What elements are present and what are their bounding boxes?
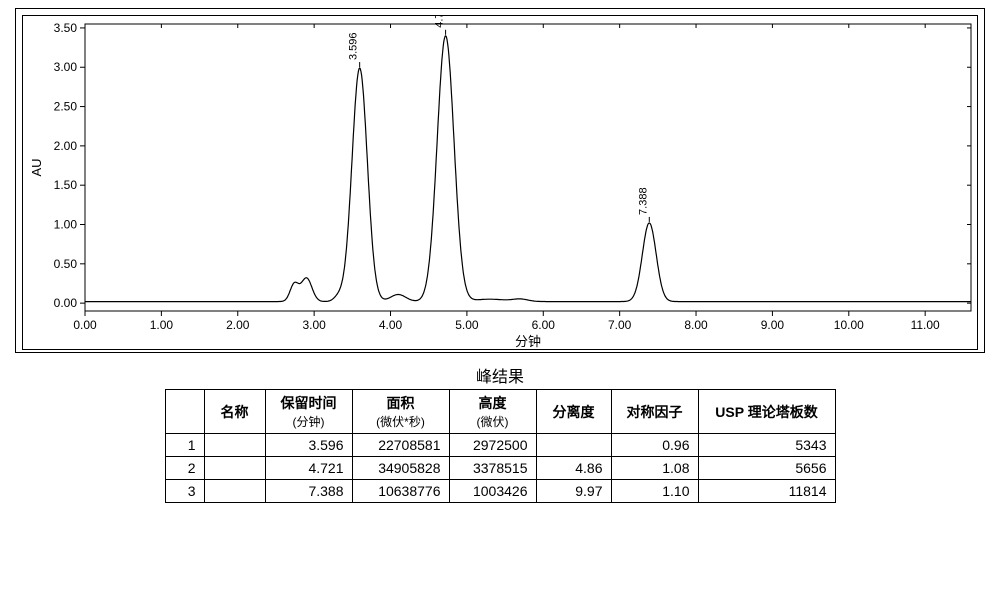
svg-text:AU: AU [29,158,44,176]
svg-text:3.00: 3.00 [54,60,78,74]
svg-text:11.00: 11.00 [911,318,940,332]
peak-label: 7.388 [637,187,649,215]
results-table-title: 峰结果 [0,363,1000,387]
col-rt: 保留时间(分钟) [265,390,352,434]
results-thead: 名称保留时间(分钟)面积(微伏*秒)高度(微伏)分离度对称因子USP 理论塔板数 [165,390,835,434]
chromatogram-svg: 0.00 0.50 1.00 1.50 2.00 2.50 3.00 3.50 0.00 1.00… [23,16,979,351]
peak-label: 4.721 [434,16,446,28]
cell-resolution: 4.86 [536,457,611,480]
col-symmetry: 对称因子 [611,390,698,434]
col-usp: USP 理论塔板数 [698,390,835,434]
svg-text:0.50: 0.50 [54,257,78,271]
cell-height: 1003426 [449,480,536,503]
cell-resolution: 9.97 [536,480,611,503]
svg-text:3.50: 3.50 [54,21,78,35]
col-resolution: 分离度 [536,390,611,434]
cell-usp: 5343 [698,434,835,457]
chromatogram-frame: 0.00 0.50 1.00 1.50 2.00 2.50 3.00 3.50 0.00 1.00… [22,15,978,350]
cell-area: 10638776 [352,480,449,503]
cell-height: 3378515 [449,457,536,480]
svg-text:4.00: 4.00 [379,318,403,332]
svg-text:2.00: 2.00 [54,139,78,153]
results-header-row: 名称保留时间(分钟)面积(微伏*秒)高度(微伏)分离度对称因子USP 理论塔板数 [165,390,835,434]
cell-name [204,434,265,457]
cell-symmetry: 0.96 [611,434,698,457]
cell-rt: 3.596 [265,434,352,457]
cell-rt: 4.721 [265,457,352,480]
cell-usp: 11814 [698,480,835,503]
cell-name [204,480,265,503]
svg-text:2.50: 2.50 [54,100,78,114]
table-row: 3 7.3881063877610034269.971.1011814 [165,480,835,503]
results-tbody: 1 3.596227085812972500 0.965343 2 4.72134905… [165,434,835,503]
svg-text:1.00: 1.00 [150,318,174,332]
svg-text:1.50: 1.50 [54,178,78,192]
cell-area: 34905828 [352,457,449,480]
svg-text:0.00: 0.00 [54,296,78,310]
svg-text:6.00: 6.00 [532,318,556,332]
cell-idx: 3 [165,480,204,503]
cell-idx: 1 [165,434,204,457]
col-idx [165,390,204,434]
peak-label: 3.596 [348,33,360,61]
svg-text:2.00: 2.00 [226,318,250,332]
table-row: 2 4.7213490582833785154.861.085656 [165,457,835,480]
col-name: 名称 [204,390,265,434]
cell-resolution [536,434,611,457]
svg-text:7.00: 7.00 [608,318,632,332]
col-area: 面积(微伏*秒) [352,390,449,434]
table-row: 1 3.596227085812972500 0.965343 [165,434,835,457]
chromatogram-trace [85,36,971,302]
cell-name [204,457,265,480]
cell-height: 2972500 [449,434,536,457]
svg-text:10.00: 10.00 [834,318,864,332]
svg-text:9.00: 9.00 [761,318,785,332]
figure-outer-frame: 0.00 0.50 1.00 1.50 2.00 2.50 3.00 3.50 0.00 1.00… [15,8,985,353]
svg-text:5.00: 5.00 [455,318,479,332]
cell-rt: 7.388 [265,480,352,503]
svg-text:3.00: 3.00 [302,318,326,332]
svg-text:分钟: 分钟 [515,334,541,349]
svg-text:8.00: 8.00 [684,318,708,332]
peak-results-table: 名称保留时间(分钟)面积(微伏*秒)高度(微伏)分离度对称因子USP 理论塔板数… [165,389,836,503]
cell-usp: 5656 [698,457,835,480]
cell-symmetry: 1.10 [611,480,698,503]
svg-text:1.00: 1.00 [54,218,78,232]
cell-idx: 2 [165,457,204,480]
cell-symmetry: 1.08 [611,457,698,480]
col-height: 高度(微伏) [449,390,536,434]
cell-area: 22708581 [352,434,449,457]
svg-text:0.00: 0.00 [73,318,97,332]
